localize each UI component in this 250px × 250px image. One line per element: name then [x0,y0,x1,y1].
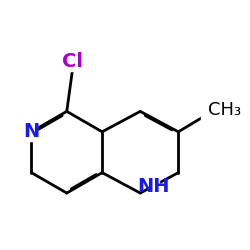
Bar [26,122,36,141]
Bar [149,177,159,196]
Bar [201,100,216,119]
Text: Cl: Cl [62,52,83,70]
Text: CH₃: CH₃ [208,101,242,119]
Text: NH: NH [138,177,170,196]
Bar [67,52,78,70]
Text: N: N [23,122,40,141]
